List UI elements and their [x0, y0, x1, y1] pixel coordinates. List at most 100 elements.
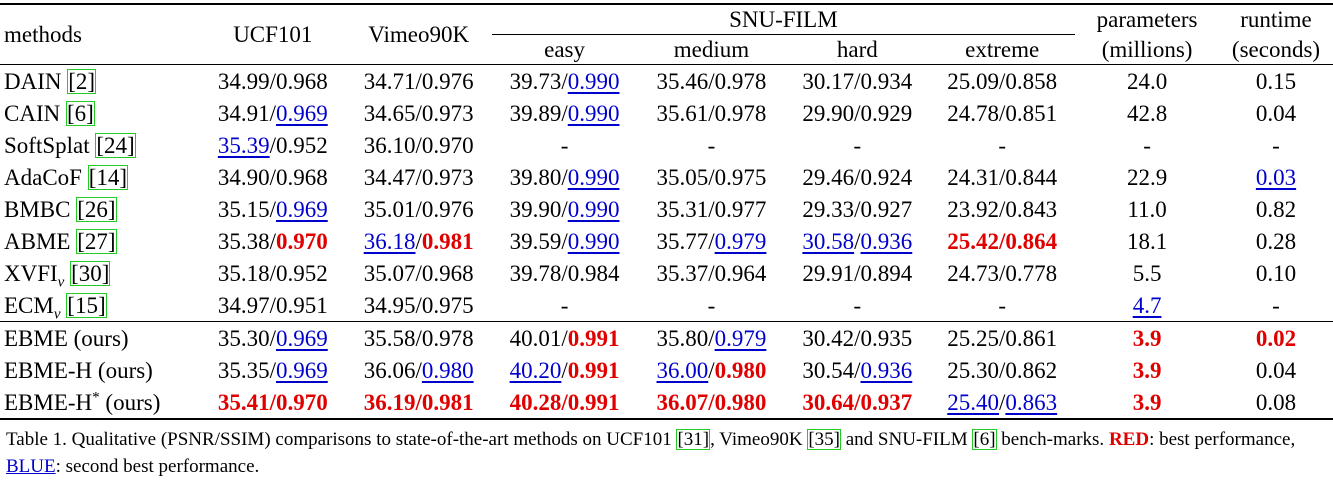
value-part: /: [708, 68, 715, 94]
value-part: 30.54: [802, 357, 855, 383]
value-part: 0.970: [421, 132, 474, 158]
caption-ref-snu[interactable]: [6]: [972, 429, 997, 450]
value-part: 25.09: [947, 68, 999, 94]
value-cell: 34.90/0.968: [200, 161, 346, 193]
ref-open-bracket: [: [77, 228, 85, 254]
table-row: ECMv [15] 34.97/0.951 34.95/0.975- - - -4.7-: [0, 289, 1333, 322]
value-part: /: [999, 389, 1006, 415]
citation-box[interactable]: [27]: [76, 228, 117, 254]
value-part: 36.10: [363, 132, 416, 158]
value-part: /: [269, 260, 276, 286]
value-cell: 11.0: [1075, 193, 1219, 225]
ref-open-bracket: [: [66, 100, 75, 126]
header-vimeo90k: Vimeo90K: [368, 22, 470, 47]
value-part: /: [269, 292, 276, 318]
method-citation[interactable]: 30: [78, 260, 102, 286]
table-body: DAIN [2] 34.99/0.968 34.71/0.976 39.73/0.99…: [0, 65, 1333, 419]
value-cell: -: [785, 289, 929, 322]
value-part: /: [708, 260, 715, 286]
value-part: 18.1: [1126, 228, 1168, 254]
value-part: 0.976: [421, 68, 474, 94]
value-part: /: [561, 325, 568, 351]
method-citation[interactable]: 2: [75, 68, 88, 94]
citation-box[interactable]: [15]: [66, 292, 107, 318]
citation-box[interactable]: [24]: [95, 132, 136, 158]
value-part: 3.9: [1132, 325, 1162, 351]
value-part: 24.31: [947, 164, 999, 190]
value-part: /: [269, 389, 276, 415]
citation-box[interactable]: [30]: [70, 260, 111, 286]
value-cell: 42.8: [1075, 97, 1219, 129]
method-name: EBME (ours): [4, 325, 129, 351]
ref-close-bracket: ]: [97, 292, 106, 318]
value-part: 3.9: [1132, 357, 1162, 383]
value-cell: 18.1: [1075, 225, 1219, 257]
value-part: /: [269, 100, 276, 126]
method-citation[interactable]: 26: [84, 196, 108, 222]
value-part: 0.968: [421, 260, 474, 286]
value-cell: 35.15/0.969: [200, 193, 346, 225]
value-part: /: [999, 100, 1006, 126]
value-part: /: [561, 357, 568, 383]
value-part: 0.929: [860, 100, 913, 126]
method-citation[interactable]: 27: [84, 228, 108, 254]
value-cell: 35.80/0.979: [638, 322, 786, 355]
value-part: -: [560, 292, 569, 318]
value-cell: 35.05/0.975: [638, 161, 786, 193]
value-cell: 36.18/0.981: [346, 225, 492, 257]
value-part: 0.978: [421, 325, 474, 351]
method-name: SoftSplat: [4, 132, 90, 158]
value-part: 35.58: [363, 325, 416, 351]
value-part: -: [707, 132, 716, 158]
value-part: /: [999, 357, 1006, 383]
method-name-cell: BMBC [26]: [0, 193, 200, 225]
value-cell: 23.92/0.843: [929, 193, 1075, 225]
method-suffix: (ours): [99, 389, 161, 415]
citation-box[interactable]: [14]: [87, 164, 129, 190]
value-part: 40.28: [509, 389, 562, 415]
value-part: /: [999, 196, 1006, 222]
value-part: 0.973: [421, 100, 474, 126]
value-cell: 0.04: [1219, 97, 1333, 129]
value-part: 0.975: [421, 292, 474, 318]
method-name: EBME-H (ours): [4, 357, 153, 383]
value-part: 29.46: [802, 164, 855, 190]
caption-ref-vimeo[interactable]: [35]: [807, 429, 841, 450]
method-name-cell: ECMv [15]: [0, 289, 200, 322]
value-part: 35.07: [363, 260, 416, 286]
value-part: -: [1143, 132, 1151, 158]
ref-open-bracket: [: [68, 68, 76, 94]
value-cell: 35.46/0.978: [638, 65, 786, 98]
method-citation[interactable]: 24: [104, 132, 128, 158]
value-part: /: [854, 164, 861, 190]
table-row: EBME-H* (ours) 35.41/0.970 36.19/0.981 40.2…: [0, 386, 1333, 419]
value-part: /: [415, 100, 422, 126]
caption-ref-ucf101[interactable]: [31]: [676, 429, 711, 450]
value-part: 35.37: [656, 260, 709, 286]
method-citation[interactable]: 14: [96, 164, 120, 190]
method-name-cell: EBME (ours): [0, 322, 200, 355]
value-cell: 25.25/0.861: [929, 322, 1075, 355]
value-cell: 39.73/0.990: [492, 65, 638, 98]
value-part: 0.894: [860, 260, 913, 286]
value-part: 34.90: [217, 164, 270, 190]
header-ucf101: UCF101: [233, 22, 313, 47]
value-cell: 35.77/0.979: [638, 225, 786, 257]
value-part: 5.5: [1132, 260, 1162, 286]
value-part: /: [708, 325, 715, 351]
header-methods: methods: [4, 22, 82, 47]
method-citation[interactable]: 15: [74, 292, 98, 318]
method-name: ECM: [4, 292, 54, 318]
citation-box[interactable]: [6]: [65, 100, 95, 126]
method-name-cell: EBME-H* (ours): [0, 386, 200, 419]
caption-text-2: , Vimeo90K: [710, 429, 808, 450]
value-part: 0.977: [714, 196, 767, 222]
value-part: 0.979: [714, 325, 767, 351]
citation-box[interactable]: [26]: [76, 196, 117, 222]
value-cell: 5.5: [1075, 257, 1219, 289]
value-part: 0.968: [276, 164, 328, 190]
value-part: /: [854, 325, 861, 351]
value-part: 34.95: [363, 292, 416, 318]
method-citation[interactable]: 6: [74, 100, 87, 126]
citation-box[interactable]: [2]: [67, 68, 97, 94]
